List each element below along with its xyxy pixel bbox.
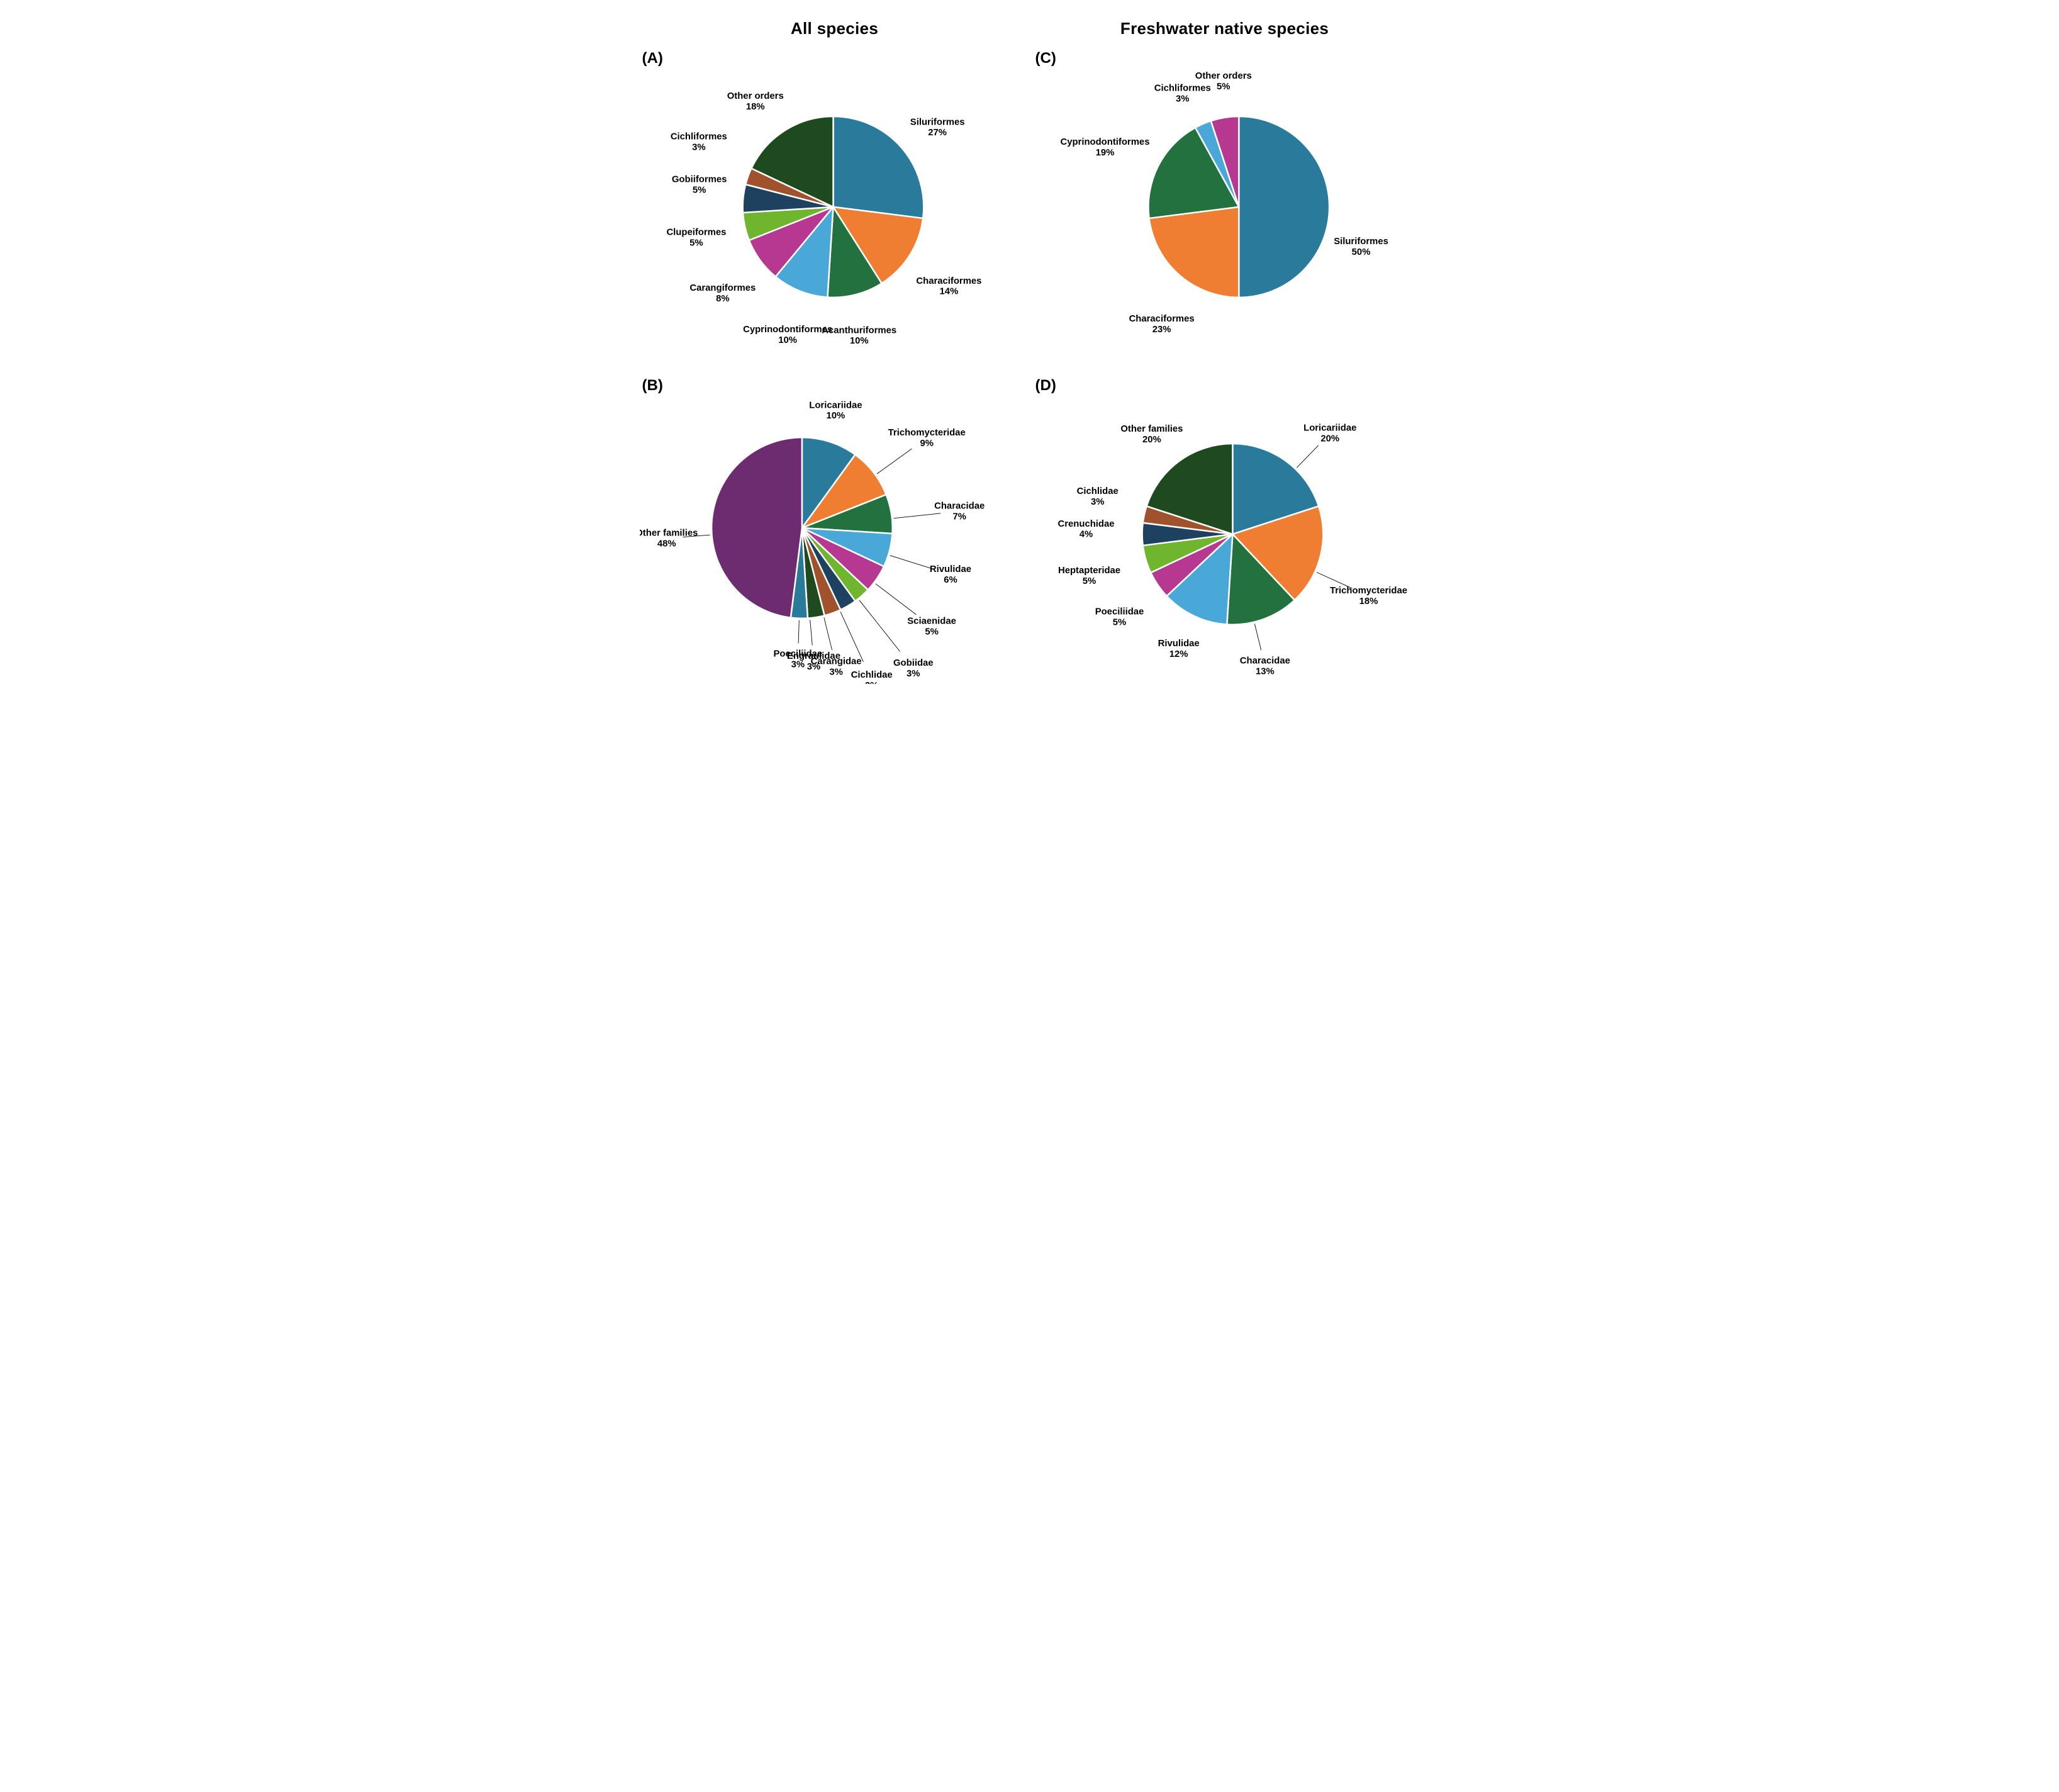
slice-percent: 3% bbox=[1176, 94, 1189, 104]
slice-percent: 18% bbox=[745, 102, 764, 112]
slice-percent: 3% bbox=[692, 143, 705, 153]
leader-line bbox=[810, 620, 812, 645]
slice-percent: 3% bbox=[806, 662, 820, 672]
slice-percent: 7% bbox=[952, 512, 966, 522]
panel-B: (B) Loricariidae10%Trichomycteridae9%Cha… bbox=[640, 372, 1027, 686]
slice-percent: 19% bbox=[1095, 148, 1114, 158]
pie-slice bbox=[1239, 116, 1329, 298]
slice-label: Other families bbox=[1120, 424, 1183, 434]
slice-label: Gobiidae bbox=[893, 658, 933, 668]
slice-label: Cichliformes bbox=[1154, 84, 1210, 94]
slice-percent: 13% bbox=[1255, 666, 1274, 676]
slice-percent: 5% bbox=[692, 186, 705, 196]
slice-label: Clupeiformes bbox=[666, 228, 726, 238]
slice-percent: 3% bbox=[829, 668, 842, 678]
slice-label: Characidae bbox=[934, 501, 985, 512]
slice-percent: 12% bbox=[1169, 649, 1188, 659]
leader-line bbox=[859, 600, 900, 651]
slice-label: Characiformes bbox=[916, 276, 981, 286]
slice-percent: 5% bbox=[1217, 82, 1230, 92]
figure-container: All species Freshwater native species (A… bbox=[640, 19, 1420, 686]
slice-label: Cyprinodontiformes bbox=[1060, 137, 1149, 147]
slice-label: Other orders bbox=[727, 91, 783, 101]
slice-percent: 18% bbox=[1359, 596, 1378, 607]
slice-percent: 20% bbox=[1320, 434, 1339, 444]
slice-label: Poeciliidae bbox=[1095, 607, 1144, 617]
panel-A: (A) Siluriformes27%Characiformes14%Acant… bbox=[640, 45, 1027, 359]
slice-percent: 3% bbox=[1090, 497, 1103, 507]
column-headers-row: All species Freshwater native species bbox=[640, 19, 1420, 45]
pie-chart-D: Loricariidae20%Trichomycteridae18%Charac… bbox=[1033, 372, 1420, 684]
pie-chart-B: Loricariidae10% Trichomycteridae9% Characi… bbox=[640, 372, 1027, 684]
slice-percent: 14% bbox=[939, 287, 958, 297]
leader-line bbox=[1254, 624, 1261, 650]
pie-slice bbox=[711, 437, 802, 618]
slice-label: Acanthuriformes bbox=[822, 325, 896, 335]
slice-label: Poeciliidae bbox=[773, 649, 822, 659]
slice-label: Loricariidae bbox=[809, 400, 862, 410]
slice-label: Rivulidae bbox=[929, 564, 971, 574]
slice-percent: 27% bbox=[928, 128, 947, 138]
slice-label: Carangiformes bbox=[689, 283, 756, 293]
slice-label: Crenuchidae bbox=[1057, 519, 1114, 529]
slice-label: Loricariidae bbox=[1303, 423, 1356, 434]
slice-label: Cichlidae bbox=[1076, 486, 1118, 496]
slice-label: Gobiiformes bbox=[671, 175, 727, 185]
slice-percent: 5% bbox=[925, 627, 938, 637]
leader-line bbox=[1297, 445, 1318, 468]
panel-D: (D) Loricariidae20%Trichomycteridae18%Ch… bbox=[1033, 372, 1420, 686]
slice-percent: 6% bbox=[944, 575, 957, 585]
slice-label: Characiformes bbox=[1129, 314, 1194, 324]
slice-percent: 10% bbox=[826, 411, 845, 421]
leader-line bbox=[798, 620, 799, 644]
slice-percent: 10% bbox=[778, 335, 797, 345]
slice-label: Heptapteridae bbox=[1057, 566, 1120, 576]
leader-line bbox=[875, 584, 916, 615]
slice-label: Other orders bbox=[1195, 71, 1251, 81]
panel-C: (C) Siluriformes50%Characiformes23%Cypri… bbox=[1033, 45, 1420, 359]
slice-label: Siluriformes bbox=[910, 117, 964, 127]
slice-percent: 9% bbox=[920, 439, 933, 449]
leader-line bbox=[840, 612, 862, 662]
slice-label: Characidae bbox=[1239, 656, 1290, 666]
slice-percent: 5% bbox=[1082, 576, 1095, 586]
slice-label: Trichomycteridae bbox=[888, 428, 965, 438]
slice-label: Siluriformes bbox=[1334, 237, 1388, 247]
leader-line bbox=[890, 556, 932, 569]
pie-chart-C: Siluriformes50% Characiformes23% Cyprinodo… bbox=[1033, 45, 1420, 357]
slice-percent: 10% bbox=[849, 336, 868, 346]
leader-line bbox=[876, 449, 912, 474]
slice-percent: 5% bbox=[689, 238, 703, 248]
slice-percent: 48% bbox=[657, 539, 676, 549]
slice-label: Cyprinodontiformes bbox=[743, 325, 832, 335]
slice-label: Rivulidae bbox=[1158, 639, 1199, 649]
slice-percent: 3% bbox=[791, 659, 804, 669]
slice-percent: 3% bbox=[907, 669, 920, 679]
slice-label: Cichliformes bbox=[670, 132, 727, 142]
panel-grid: (A) Siluriformes27%Characiformes14%Acant… bbox=[640, 45, 1420, 686]
slice-percent: 20% bbox=[1142, 435, 1161, 445]
slice-label: Sciaenidae bbox=[907, 617, 956, 627]
slice-label: Other families bbox=[640, 529, 698, 539]
slice-label: Trichomycteridae bbox=[1329, 586, 1407, 596]
pie-slice bbox=[1149, 207, 1239, 298]
pie-slice bbox=[833, 116, 923, 218]
column-header-left: All species bbox=[640, 19, 1030, 38]
slice-percent: 8% bbox=[716, 294, 729, 304]
pie-chart-A: Siluriformes27% Characiformes14% Acanthuri… bbox=[640, 45, 1027, 357]
slice-percent: 3% bbox=[864, 681, 878, 684]
leader-line bbox=[893, 513, 940, 518]
slice-percent: 50% bbox=[1351, 247, 1370, 257]
slice-percent: 5% bbox=[1112, 617, 1125, 627]
slice-percent: 4% bbox=[1079, 530, 1092, 540]
slice-percent: 23% bbox=[1152, 325, 1171, 335]
leader-line bbox=[823, 617, 832, 650]
slice-label: Cichlidae bbox=[851, 670, 892, 680]
column-header-right: Freshwater native species bbox=[1030, 19, 1420, 38]
